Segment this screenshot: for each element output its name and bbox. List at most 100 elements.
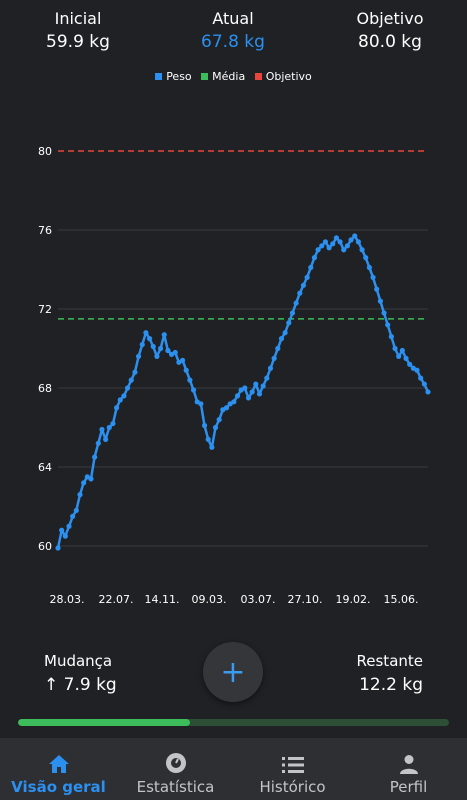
weight-point [315, 247, 321, 253]
weight-point [326, 245, 332, 251]
nav-label-profile: Perfil [389, 778, 428, 796]
x-tick-label: 28.03. [50, 593, 85, 606]
weight-point [73, 507, 79, 514]
weight-point [289, 310, 296, 316]
weight-remaining-label: Restante [356, 652, 423, 670]
weight-remaining-value: 12.2 kg [359, 675, 423, 695]
weight-point [249, 389, 255, 395]
chart-legend: Peso Média Objetivo [0, 70, 467, 83]
weight-point [275, 345, 281, 352]
weight-point [256, 391, 263, 397]
weight-point [183, 367, 189, 373]
weight-point [414, 367, 420, 373]
nav-item-overview[interactable]: Visão geral [0, 738, 117, 800]
weight-point [304, 274, 310, 280]
add-weight-button[interactable]: + [203, 642, 263, 702]
person-icon [350, 738, 467, 774]
weight-point [121, 393, 127, 399]
weight-point [205, 436, 211, 442]
weight-point [355, 239, 361, 245]
weight-change-value: ↑ 7.9 kg [44, 675, 117, 695]
weight-point [322, 239, 329, 245]
weight-point [396, 353, 402, 359]
x-tick-label: 19.02. [336, 593, 371, 606]
weight-point [242, 385, 248, 391]
weight-point [59, 527, 65, 533]
weight-point [150, 343, 156, 350]
weight-point [223, 405, 230, 411]
weight-point [421, 381, 427, 387]
weight-series-line [56, 234, 430, 549]
weight-point [363, 255, 369, 261]
weight-point [293, 300, 299, 306]
weight-point [286, 320, 292, 326]
weight-point [146, 336, 153, 342]
weight-point [392, 345, 398, 352]
weight-point [55, 545, 61, 551]
legend-item-average[interactable]: Média [201, 70, 245, 83]
weight-point [377, 298, 383, 304]
weight-point [344, 243, 351, 249]
weight-point [212, 424, 219, 431]
weight-point [99, 426, 105, 433]
weight-point [88, 476, 94, 482]
y-tick-label: 76 [38, 224, 52, 237]
weight-point [264, 375, 270, 381]
current-weight-label: Atual [212, 9, 254, 28]
x-tick-label: 14.11. [145, 593, 180, 606]
weight-change-label: Mudança [44, 652, 113, 670]
y-tick-label: 60 [38, 540, 52, 553]
legend-swatch-goal [254, 73, 262, 80]
weight-point [352, 233, 358, 239]
weight-point [165, 347, 171, 354]
initial-weight-value: 59.9 kg [46, 32, 110, 52]
nav-item-history[interactable]: Histórico [234, 738, 351, 800]
weight-point [198, 401, 204, 407]
nav-item-statistics[interactable]: Estatística [117, 738, 234, 800]
legend-swatch-weight [155, 73, 163, 80]
y-tick-label: 68 [38, 382, 52, 395]
weight-point [297, 290, 303, 296]
weight-point [337, 239, 343, 245]
weight-point [234, 393, 241, 399]
weight-point [106, 424, 112, 431]
weight-point [125, 385, 131, 391]
weight-point [381, 310, 387, 316]
weight-point [330, 241, 336, 247]
legend-item-weight[interactable]: Peso [155, 70, 192, 83]
legend-swatch-average [201, 73, 209, 80]
weight-point [245, 395, 252, 401]
weight-point [209, 444, 215, 450]
y-tick-label: 80 [38, 145, 52, 158]
weight-point [132, 369, 138, 375]
weight-point [66, 523, 72, 529]
y-tick-label: 64 [38, 461, 52, 474]
weight-point [399, 347, 405, 354]
initial-weight: Inicial 59.9 kg [28, 8, 128, 54]
weight-point [135, 353, 142, 359]
weight-chart[interactable]: 60 64 68 72 76 80 28.03. 22.07. 14.11. 09.03. 03.0… [0, 130, 467, 620]
nav-item-profile[interactable]: Perfil [350, 738, 467, 800]
weight-point [278, 336, 285, 342]
weight-point [253, 381, 259, 387]
weight-point [311, 255, 318, 261]
weight-point [348, 237, 354, 243]
weight-point [190, 387, 197, 393]
x-tick-label: 09.03. [192, 593, 227, 606]
weight-point [179, 357, 186, 363]
summary-stats: Inicial 59.9 kg Atual 67.8 kg Objetivo 8… [0, 8, 467, 58]
weight-point [114, 405, 120, 411]
weight-point [62, 533, 68, 539]
goal-progress-bar [18, 719, 449, 726]
weight-point [77, 492, 83, 498]
weight-point [333, 235, 340, 241]
goal-weight-value: 80.0 kg [358, 32, 422, 52]
goal-weight-label: Objetivo [356, 9, 424, 28]
legend-item-goal[interactable]: Objetivo [254, 70, 312, 83]
weight-point [359, 247, 365, 253]
scale-icon [117, 738, 234, 774]
weight-point [117, 397, 123, 403]
weight-point [216, 417, 222, 423]
legend-label-goal: Objetivo [265, 70, 312, 83]
goal-progress-fill [18, 719, 191, 726]
